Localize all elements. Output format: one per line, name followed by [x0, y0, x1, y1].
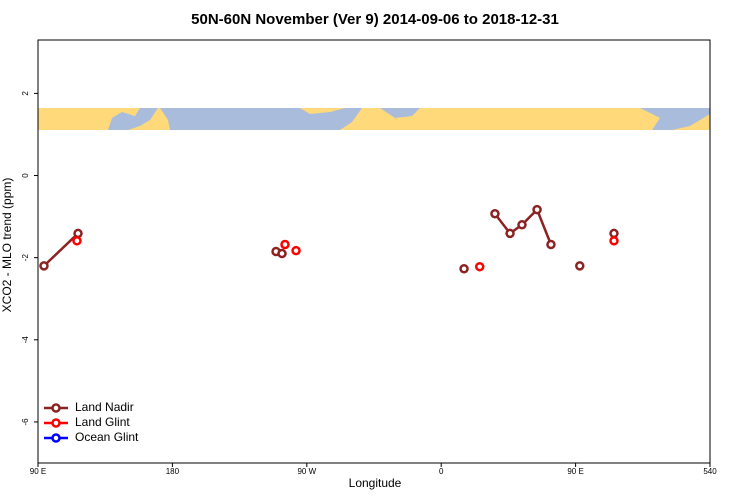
point	[532, 204, 542, 215]
point	[609, 228, 619, 239]
x-axis-label: Longitude	[349, 476, 402, 490]
point	[280, 239, 290, 250]
x-tick-label: 90 E	[567, 467, 583, 476]
point	[277, 248, 287, 259]
point	[505, 228, 515, 239]
point	[291, 245, 301, 256]
chart-title: 50N-60N November (Ver 9) 2014-09-06 to 2…	[191, 11, 559, 28]
x-tick-label: 180	[166, 467, 180, 476]
point	[517, 220, 527, 230]
x-tick-label: 90 E	[30, 467, 46, 476]
x-tick-label: 0	[439, 467, 444, 476]
legend-marker	[51, 433, 61, 443]
point	[73, 228, 83, 239]
y-tick-label: -4	[21, 336, 30, 344]
point	[72, 236, 82, 246]
y-tick-label: 2	[21, 91, 30, 96]
point	[474, 261, 485, 272]
map-band	[38, 108, 710, 130]
x-tick-label: 90 W	[297, 467, 316, 476]
point	[459, 263, 469, 274]
point	[609, 236, 619, 246]
legend-label: Land Glint	[75, 415, 130, 429]
plot-frame	[37, 39, 711, 464]
legend-label: Land Nadir	[75, 400, 134, 414]
series-line	[43, 232, 79, 267]
y-tick-label: -2	[21, 254, 30, 262]
y-tick-label: -6	[21, 418, 30, 426]
y-tick-label: 0	[21, 173, 30, 178]
x-tick-label: 540	[703, 467, 717, 476]
point	[490, 208, 500, 219]
legend-label: Ocean Glint	[75, 430, 139, 444]
legend-marker	[51, 403, 61, 413]
y-axis-label: XCO2 - MLO trend (ppm)	[0, 178, 14, 313]
point	[575, 261, 585, 271]
point	[546, 239, 556, 250]
point	[39, 261, 49, 271]
legend-marker	[51, 418, 61, 428]
